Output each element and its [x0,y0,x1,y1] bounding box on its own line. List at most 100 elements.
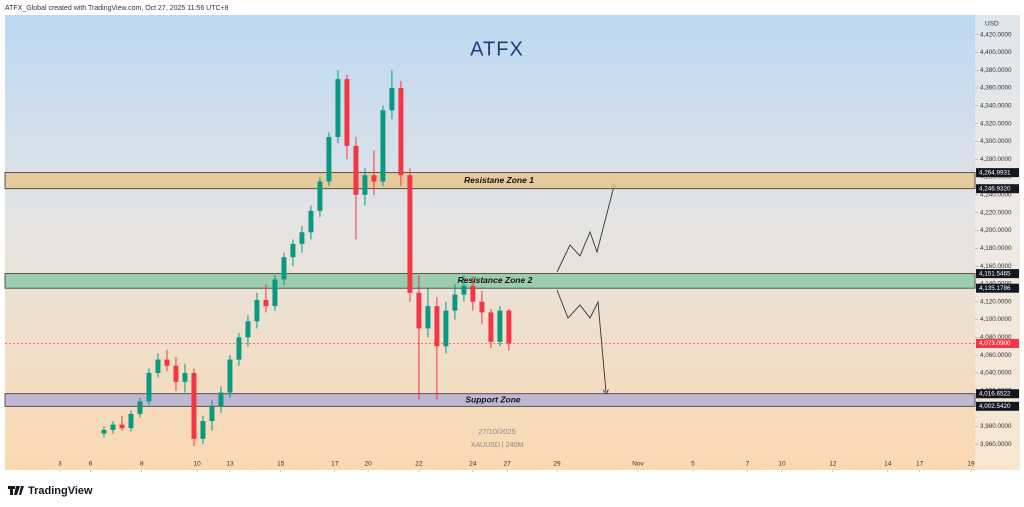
logo: ATFX [470,38,524,60]
last-price-label: 4,073.0900 [979,340,1011,347]
footer: TradingView [28,485,93,497]
y-tick-label: 4,420.0000 [980,31,1012,38]
candle-body [191,372,197,439]
y-tick-label: 3,980.0000 [980,423,1012,430]
currency: USD [985,21,999,28]
candle-body [353,145,359,195]
x-tick-label: 17 [916,461,924,468]
candle-body [290,243,296,258]
candle-body [344,79,350,146]
candle-body [335,79,341,137]
y-tick-label: 4,200.0000 [980,227,1012,234]
y-tick-label: 4,160.0000 [980,263,1012,270]
x-tick-label: 5 [691,461,695,468]
x-tick-label: 14 [884,461,892,468]
zone-price-label: 4,264.9931 [979,169,1011,176]
candle-body [479,301,485,313]
candle-body [101,429,107,434]
x-tick-label: 10 [193,461,201,468]
candle-body [488,312,494,342]
zone-price-box [976,168,1019,178]
zone [4,172,976,190]
y-tick-label: 4,340.0000 [980,102,1012,109]
zone-price-box [976,401,1019,411]
zone-price-box [976,283,1019,293]
x-tick-label: 7 [746,461,750,468]
x-tick-label: 27 [503,461,511,468]
x-tick-label: 29 [553,461,561,468]
y-tick-label: 3,960.0000 [980,441,1012,448]
candle-body [209,406,215,422]
candle-body [245,321,251,338]
x-tick-label: 20 [364,461,372,468]
x-tick-label: 8 [140,461,144,468]
candle-body [263,299,269,307]
candle-body [110,424,116,430]
candle-body [227,359,233,393]
zone-price-box [976,389,1019,399]
candle-body [236,337,242,360]
candle-body [371,175,377,182]
candle-body [317,181,323,211]
zone-price-box [976,184,1019,194]
y-tick-label: 4,400.0000 [980,49,1012,56]
y-tick-label: 4,360.0000 [980,85,1012,92]
zone [4,273,976,289]
zone-label: Resistance Zone 2 [458,275,533,285]
watermark: XAUUSD | 240M [471,442,524,449]
x-tick-label: 3 [58,461,62,468]
candle-body [425,306,431,329]
zone-label: Support Zone [465,394,521,404]
x-tick-label: 17 [331,461,339,468]
y-tick-label: 4,060.0000 [980,352,1012,359]
candle-body [254,299,260,322]
y-tick-label: 4,380.0000 [980,67,1012,74]
x-tick-label: 22 [415,461,423,468]
scenario-arrow-up [556,186,614,273]
zone-price-label: 4,135.1786 [979,285,1011,292]
candle-body [128,413,134,429]
zone-price-box [976,269,1019,279]
candle-body [272,279,278,307]
candle-body [155,359,161,373]
y-tick-label: 4,240.0000 [980,192,1012,199]
zone [4,393,976,407]
candle-body [281,257,287,280]
candle-body [443,310,449,347]
x-tick-label: 15 [277,461,285,468]
zone-price-label: 4,151.5465 [979,270,1011,277]
watermark: 27/10/2025 [478,427,516,436]
candle-body [452,294,458,311]
footer-logo [8,486,24,495]
candle-body [299,232,305,244]
candle-body [398,88,404,176]
y-tick-label: 4,260.0000 [980,174,1012,181]
candle-body [146,372,152,402]
candle-body [200,421,206,439]
last-price-box [976,338,1019,348]
candle-body [497,310,503,342]
x-tick-label: 13 [226,461,234,468]
candle-body [326,136,332,182]
y-tick-label: 4,220.0000 [980,209,1012,216]
x-tick-label: 19 [967,461,975,468]
y-tick-label: 4,080.0000 [980,334,1012,341]
candle-body [470,285,476,302]
candle-body [119,424,125,429]
candle-body [173,365,179,382]
candle-body [434,306,440,347]
candle-body [416,292,422,329]
candle-body [308,210,314,233]
x-tick-label: 10 [778,461,786,468]
x-tick-label: 6 [89,461,93,468]
candle-body [218,392,224,407]
zone-price-label: 4,002.5420 [979,403,1011,410]
candle-body [137,401,143,414]
candle-body [506,310,512,344]
candle-body [380,110,386,182]
candle-body [182,372,188,382]
y-tick-label: 4,120.0000 [980,298,1012,305]
x-tick-label: 12 [829,461,837,468]
